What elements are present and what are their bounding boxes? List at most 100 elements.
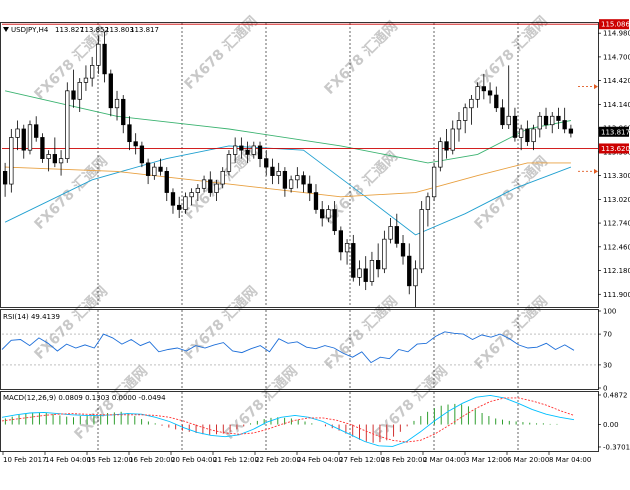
macd-panel-title: MACD(12,26,9) 0.0809 0.1303 0.0000 -0.04…	[3, 394, 166, 402]
candle	[65, 82, 70, 163]
candle-body	[487, 90, 493, 96]
candle	[183, 192, 188, 214]
candle	[550, 112, 555, 134]
candle-body	[481, 86, 487, 92]
ohlc-value: 113.817	[130, 26, 159, 34]
moving-average-line	[4, 145, 572, 236]
candle-body	[469, 98, 474, 109]
candle-body	[251, 145, 256, 155]
candle	[407, 243, 412, 295]
price-panel-title: USDJPY,H4	[11, 26, 49, 34]
candle	[245, 141, 250, 163]
price-tick-label: 113.300	[603, 172, 630, 180]
candle-body	[239, 145, 244, 151]
candle	[232, 137, 238, 163]
candle-body	[506, 115, 511, 126]
ohlc-value: 113.827	[55, 26, 84, 34]
candle-body	[475, 86, 480, 100]
candle-body	[177, 204, 182, 210]
moving-average-line	[5, 162, 571, 198]
candle	[456, 112, 462, 142]
macd-panel: 0.4872 0.00 -0.3701	[1, 391, 630, 451]
candle	[121, 95, 126, 134]
macd-panel-frame	[0, 391, 599, 452]
macd-tick-label: -0.3701	[603, 443, 630, 451]
candle	[413, 260, 418, 307]
candle	[164, 167, 169, 202]
rsi-panel-title: RSI(14) 49.4139	[3, 313, 60, 321]
candle-body	[332, 209, 337, 232]
candle	[170, 188, 176, 214]
candle-body	[295, 175, 300, 181]
candle	[363, 256, 368, 291]
rsi-tick-label: 100	[603, 308, 616, 316]
candle-body	[89, 65, 95, 79]
candle-body	[463, 107, 468, 121]
candle-body	[158, 166, 163, 172]
candle	[543, 107, 549, 129]
ohlc-value: 113.852	[80, 26, 109, 34]
candle-body	[394, 226, 399, 244]
candle-body	[58, 158, 64, 164]
rsi-tick-label: 0	[603, 385, 607, 393]
candle	[34, 116, 39, 142]
rsi-panel-frame	[0, 309, 599, 390]
candle-body	[351, 243, 356, 278]
candle	[77, 78, 82, 113]
price-tick-label: 113.020	[603, 196, 630, 204]
candle	[251, 141, 256, 159]
time-tick-label: 3 Mar 12:00	[465, 456, 507, 464]
candle	[195, 184, 201, 202]
time-tick-label: 14 Feb 04:00	[45, 456, 91, 464]
candle-body	[102, 43, 107, 75]
candle	[382, 230, 387, 274]
candle	[220, 167, 225, 189]
candle	[2, 162, 8, 197]
candle-body	[313, 192, 319, 210]
candle	[351, 234, 356, 282]
candle	[512, 107, 518, 142]
candle-body	[444, 141, 449, 151]
candle	[71, 69, 76, 108]
price-tag	[599, 143, 629, 154]
candle	[276, 162, 281, 185]
candle-body	[338, 230, 344, 253]
candle	[288, 175, 294, 193]
horizontal-levels	[2, 23, 598, 174]
time-tick-label: 2 Mar 04:00	[423, 456, 465, 464]
candle	[450, 120, 455, 155]
candle	[475, 82, 480, 108]
candle	[556, 107, 561, 129]
candle	[487, 82, 493, 104]
candle	[537, 112, 542, 138]
time-tick-label: 15 Feb 12:00	[87, 456, 133, 464]
candle-body	[276, 171, 281, 176]
candle-body	[108, 73, 113, 109]
candle	[58, 150, 64, 176]
target-arrow-icon	[594, 168, 598, 174]
candle-body	[214, 183, 219, 193]
candle-body	[15, 128, 20, 138]
candle	[9, 128, 14, 193]
price-tick-label: 112.180	[603, 267, 630, 275]
candle	[102, 31, 107, 83]
candle-body	[288, 179, 294, 189]
candle-body	[83, 77, 89, 83]
candle-body	[264, 158, 269, 168]
candle	[295, 167, 300, 189]
candle-body	[413, 268, 418, 287]
candle	[152, 162, 157, 180]
time-tick-label: 16 Feb 20:00	[129, 456, 175, 464]
price-tick-label: 111.900	[603, 291, 630, 299]
price-tag	[599, 126, 629, 137]
time-tick-label: 10 Feb 2017	[3, 456, 47, 464]
candle	[518, 124, 524, 151]
candle	[463, 103, 468, 134]
candle-body	[282, 171, 288, 189]
time-tick-label: 8 Mar 04:00	[549, 456, 591, 464]
candle	[494, 86, 499, 113]
candle	[419, 201, 424, 274]
macd-line	[1, 394, 575, 447]
